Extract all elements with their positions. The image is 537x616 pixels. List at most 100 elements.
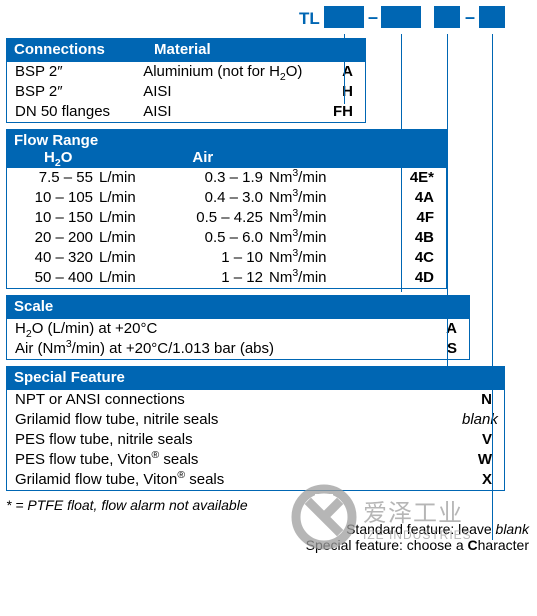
code-dash-1: –: [465, 7, 475, 28]
flow-row: 40 – 320L/min1 – 10Nm3/min4C: [7, 248, 446, 268]
flow-hdr-title: Flow Range: [14, 132, 439, 149]
special-label: NPT or ANSI connections: [15, 391, 463, 408]
special-row: NPT or ANSI connectionsN: [7, 390, 504, 410]
flow-row: 7.5 – 55L/min0.3 – 1.9Nm3/min4E*: [7, 168, 446, 188]
air-unit: Nm3/min: [263, 249, 383, 266]
h2o-range: 40 – 320: [15, 249, 93, 266]
code-cell: 4D: [383, 269, 438, 286]
air-range: 1 – 10: [173, 249, 263, 266]
scale-row: H2O (L/min) at +20°CA: [7, 319, 469, 339]
air-range: 0.3 – 1.9: [173, 169, 263, 186]
code-box-2: [434, 6, 460, 28]
air-unit: Nm3/min: [263, 269, 383, 286]
flow-row: 20 – 200L/min0.5 – 6.0Nm3/min4B: [7, 228, 446, 248]
flow-body: 7.5 – 55L/min0.3 – 1.9Nm3/min4E*10 – 105…: [6, 168, 447, 289]
flow-hdr-air: Air: [192, 149, 213, 166]
code-box-3: [479, 6, 505, 28]
code-prefix: TL: [299, 9, 320, 29]
mat-cell: AISI: [143, 83, 328, 100]
mat-cell: Aluminium (not for H2O): [143, 63, 328, 80]
code-cell: H: [328, 83, 357, 100]
scale-header: Scale: [6, 295, 470, 319]
std-line-1b: blank: [496, 521, 529, 537]
std-line-1: Standard feature: leave blank: [6, 521, 529, 537]
flow-row: 10 – 150L/min0.5 – 4.25Nm3/min4F: [7, 208, 446, 228]
special-row: Grilamid flow tube, nitrile sealsblank: [7, 410, 504, 430]
footnote: * = PTFE float, flow alarm not available: [6, 497, 531, 513]
code-dash-0: –: [368, 7, 378, 28]
code-cell: A: [328, 63, 357, 80]
code-cell: FH: [328, 103, 357, 120]
h2o-unit: L/min: [93, 209, 173, 226]
scale-panel: ScaleH2O (L/min) at +20°CAAir (Nm3/min) …: [6, 295, 470, 360]
code-cell: 4E*: [383, 169, 438, 186]
flow-row: 10 – 105L/min0.4 – 3.0Nm3/min4A: [7, 188, 446, 208]
mat-cell: AISI: [143, 103, 328, 120]
flow-header: Flow RangeH2O Air: [6, 129, 447, 168]
std-line-2a: Special feature: choose a: [306, 537, 468, 553]
connections-hdr-col1: Connections: [14, 41, 154, 58]
code-line: TL – –: [6, 6, 531, 32]
code-cell: 4F: [383, 209, 438, 226]
special-row: PES flow tube, nitrile sealsV: [7, 430, 504, 450]
air-unit: Nm3/min: [263, 209, 383, 226]
panels: ConnectionsMaterialBSP 2″Aluminium (not …: [6, 38, 531, 491]
air-unit: Nm3/min: [263, 229, 383, 246]
special-row: Grilamid flow tube, Viton® sealsX: [7, 470, 504, 490]
code-cell: A: [441, 320, 461, 337]
bracket-vline-2: [447, 34, 448, 376]
code-cell: 4B: [383, 229, 438, 246]
scale-body: H2O (L/min) at +20°CAAir (Nm3/min) at +2…: [6, 319, 470, 360]
connections-hdr-col2: Material: [154, 41, 211, 58]
special-label: PES flow tube, Viton® seals: [15, 451, 463, 468]
air-range: 0.5 – 4.25: [173, 209, 263, 226]
air-range: 0.4 – 3.0: [173, 189, 263, 206]
std-line-2c: haracter: [478, 537, 529, 553]
conn-cell: DN 50 flanges: [15, 103, 143, 120]
scale-row: Air (Nm3/min) at +20°C/1.013 bar (abs)S: [7, 339, 469, 359]
code-cell: 4C: [383, 249, 438, 266]
flow-hdr-h2o: H2O: [44, 149, 72, 166]
h2o-unit: L/min: [93, 169, 173, 186]
special-header: Special Feature: [6, 366, 505, 390]
bracket-vline-3: [492, 34, 493, 540]
standard-feature-lines: Standard feature: leave blank Special fe…: [6, 521, 531, 553]
special-label: PES flow tube, nitrile seals: [15, 431, 463, 448]
code-cell: N: [463, 391, 497, 408]
special-panel: Special FeatureNPT or ANSI connectionsNG…: [6, 366, 505, 491]
bracket-vline-0: [344, 34, 345, 104]
h2o-unit: L/min: [93, 249, 173, 266]
connections-panel: ConnectionsMaterialBSP 2″Aluminium (not …: [6, 38, 366, 123]
h2o-range: 7.5 – 55: [15, 169, 93, 186]
bracket-vline-1: [401, 34, 402, 292]
code-cell: 4A: [383, 189, 438, 206]
flow-hdr-sub: H2O Air: [14, 149, 439, 166]
code-cell: X: [463, 471, 497, 488]
connections-body: BSP 2″Aluminium (not for H2O)ABSP 2″AISI…: [6, 62, 366, 123]
special-body: NPT or ANSI connectionsNGrilamid flow tu…: [6, 390, 505, 491]
connections-row: BSP 2″Aluminium (not for H2O)A: [7, 62, 365, 82]
code-box-0: [324, 6, 364, 28]
std-line-2: Special feature: choose a Character: [6, 537, 529, 553]
special-row: PES flow tube, Viton® sealsW: [7, 450, 504, 470]
h2o-range: 50 – 400: [15, 269, 93, 286]
h2o-unit: L/min: [93, 229, 173, 246]
conn-cell: BSP 2″: [15, 63, 143, 80]
code-box-1: [381, 6, 421, 28]
conn-cell: BSP 2″: [15, 83, 143, 100]
code-cell: S: [441, 340, 461, 357]
connections-header: ConnectionsMaterial: [6, 38, 366, 62]
code-cell: V: [463, 431, 497, 448]
scale-label: Air (Nm3/min) at +20°C/1.013 bar (abs): [15, 340, 441, 357]
flow-row: 50 – 400L/min1 – 12Nm3/min4D: [7, 268, 446, 288]
flow-panel: Flow RangeH2OAir7.5 – 55L/min0.3 – 1.9Nm…: [6, 129, 447, 289]
air-unit: Nm3/min: [263, 189, 383, 206]
h2o-range: 20 – 200: [15, 229, 93, 246]
h2o-unit: L/min: [93, 189, 173, 206]
connections-row: DN 50 flangesAISIFH: [7, 102, 365, 122]
h2o-range: 10 – 150: [15, 209, 93, 226]
scale-label: H2O (L/min) at +20°C: [15, 320, 441, 337]
std-line-2b: C: [468, 537, 478, 553]
air-range: 1 – 12: [173, 269, 263, 286]
std-line-1a: Standard feature: leave: [346, 521, 495, 537]
